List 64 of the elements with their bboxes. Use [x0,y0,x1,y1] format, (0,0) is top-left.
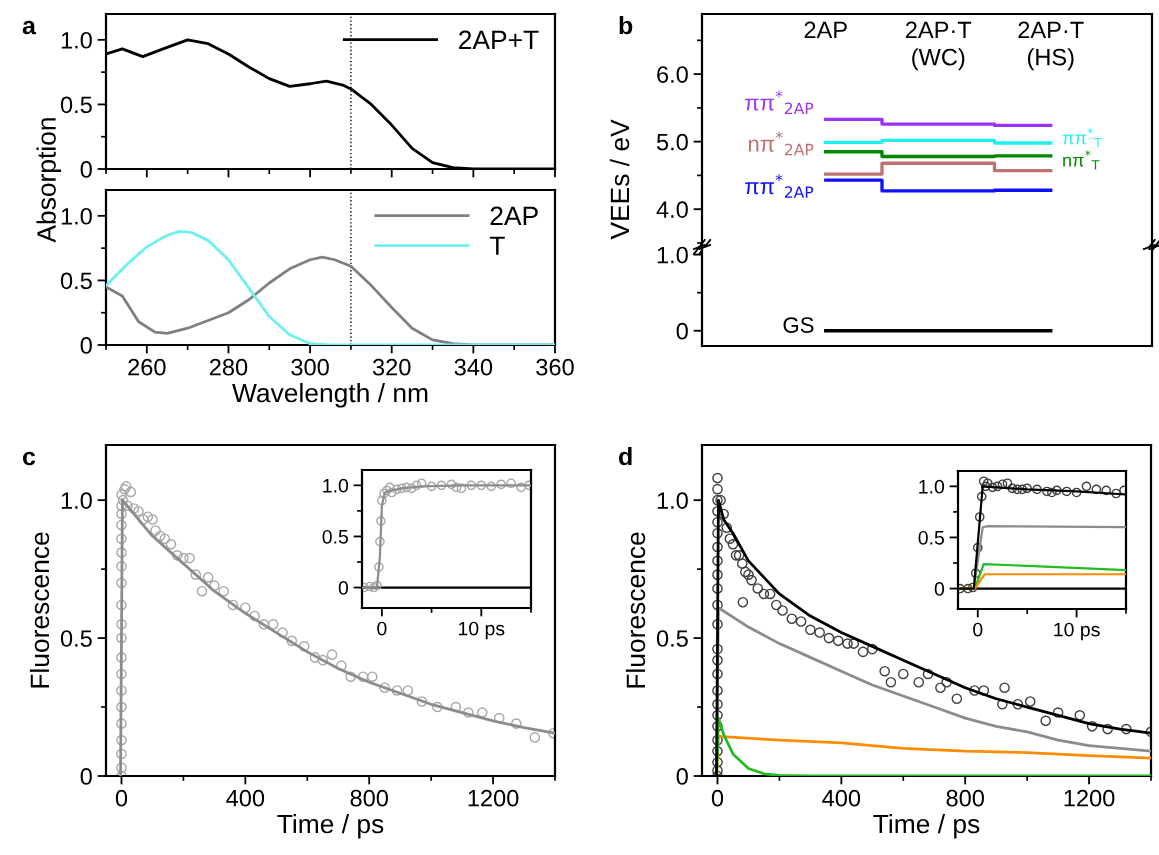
x-tick-label: 1200 [1064,789,1115,807]
text: b [619,16,633,35]
y-tick-label: 0.5 [322,529,348,544]
legend-label: 2AP+T [459,30,539,49]
y-tick-label: 0 [80,161,92,178]
y-tick-label: 1.0 [323,478,349,493]
x-tick-label: 10 ps [459,621,505,640]
x-tick-label: 320 [372,358,411,376]
y-tick-label: 0.5 [60,272,92,290]
y-axis-title: Absorption [36,118,62,243]
y-tick-label: 0 [338,581,349,595]
y-tick-label: 4.0 [656,201,688,218]
x-tick-label: 0 [377,621,387,636]
series-label: nπ$^{*}$$_{2AP}$ [748,131,814,156]
text: c [22,451,36,466]
x-tick-label: 0 [711,789,724,807]
y-axis-title: Fluorescence [29,532,50,688]
y-tick-label: 0 [676,768,688,785]
x-tick-label: 400 [822,789,861,807]
y-tick-label: 0.5 [60,630,92,647]
y-tick-label: 6.0 [657,66,688,83]
x-axis-title: Wavelength / nm [232,382,428,408]
legend-label: T [489,236,505,255]
y-tick-label: 1.0 [657,492,688,509]
x-tick-label: 0 [115,789,128,807]
series-label: ππ$^{*}$$_{2AP}$ [745,90,814,115]
series-label: nπ$^{*}$$_{T}$ [1063,150,1100,170]
y-axis-title: Fluorescence [625,532,646,688]
y-tick-label: 0.5 [918,530,944,545]
y-axis-title: VEEs / eV [609,119,630,240]
y-tick-label: 1.0 [61,31,92,49]
y-tick-label: 0 [676,322,688,340]
y-tick-label: 1.0 [61,492,92,509]
series-label: ππ$^{*}$$_{2AP}$ [745,174,814,198]
x-tick-label: 800 [350,789,388,807]
legend-label: 2AP [490,206,538,225]
x-tick-label: 0 [973,622,983,637]
x-tick-label: 2AP·T (HS) [1018,21,1084,71]
series-label: ππ$^{*}$$_{T}$ [1062,127,1102,148]
text: a [22,20,37,35]
x-tick-label: 2AP·T (WC) [905,21,972,71]
y-tick-label: 0 [80,337,92,354]
x-tick-label: 2AP [804,21,847,39]
y-tick-label: 1.0 [657,246,688,264]
x-tick-label: 400 [226,789,265,807]
x-tick-label: 10 ps [1054,622,1100,641]
x-tick-label: 340 [454,358,493,376]
y-tick-label: 0.5 [60,96,92,114]
text: d [619,447,632,466]
y-tick-label: 0 [80,768,92,785]
y-tick-label: 1.0 [61,207,92,225]
x-tick-label: 800 [946,789,984,807]
x-tick-label: 280 [209,358,248,376]
x-axis-title: Time / ps [277,813,384,839]
x-axis-title: Time / ps [873,813,980,839]
series-label: GS [783,317,814,333]
y-tick-label: 1.0 [919,479,945,494]
y-tick-label: 0.5 [656,630,688,647]
x-tick-label: 360 [536,358,574,376]
y-tick-label: 0 [934,582,945,596]
x-tick-label: 1200 [468,789,519,807]
x-tick-label: 300 [291,358,329,376]
x-tick-label: 260 [128,358,166,376]
y-tick-label: 5.0 [656,133,688,151]
